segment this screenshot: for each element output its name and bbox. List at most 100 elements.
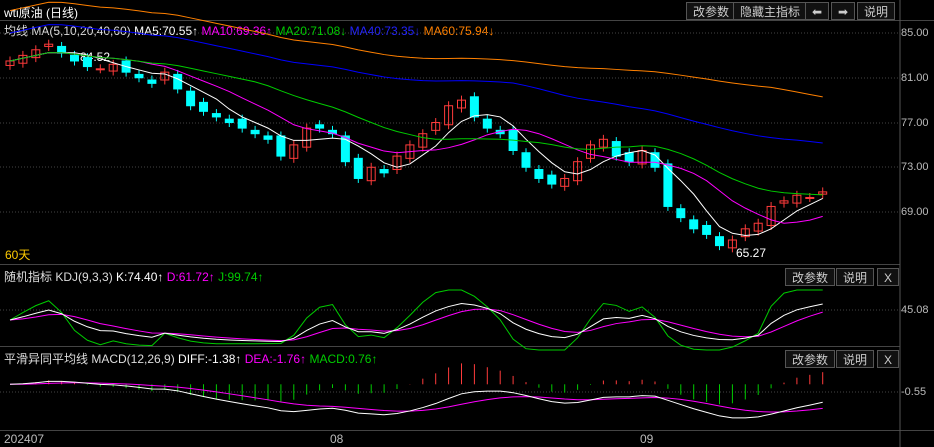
candle-body [702,224,712,235]
candle-body [276,135,286,157]
candle-body [82,57,92,68]
chart-title: wti原油 (日线) [4,6,78,20]
candle-body [379,169,389,174]
candle-body [31,49,41,59]
ma20-value: MA20:71.08↓ [275,24,347,38]
ma40-value: MA40:73.35↓ [349,24,421,38]
date-label: 202407 [4,432,45,446]
ma40-line [9,24,823,144]
candle-body [418,133,428,148]
ma20-line [9,52,823,196]
candle-body [224,118,234,124]
kdj-j: J:99.74↑ [218,270,264,284]
candle-body [237,118,247,129]
candle-body [624,152,634,163]
period-label: 60天 [5,248,31,262]
candle-body [353,157,363,179]
price-tick: 85.00 [901,27,929,39]
candle-body [818,191,828,195]
kdj-k-line [9,303,823,343]
candle-body [70,54,79,62]
kdj-d: D:61.72↑ [166,270,215,284]
candle-body [740,228,750,238]
candle-body [727,239,737,249]
kdj-params-button[interactable]: 改参数 [785,268,836,286]
candle-body [766,205,776,226]
candle-body [689,219,699,230]
ma60-value: MA60:75.94↓ [423,24,495,38]
candle-body [263,135,273,140]
candle-body [302,127,312,148]
macd-legend: 平滑异同平均线 MACD(12,26,9) DIFF:-1.38↑ DEA:-1… [4,350,377,367]
macd-help-button[interactable]: 说明 [836,350,875,368]
candle-body [676,208,686,219]
macd-params-button[interactable]: 改参数 [785,350,836,368]
macd-dea: DEA:-1.76↑ [244,352,307,366]
candle-body [663,163,673,207]
ma5-line [9,52,823,237]
candle-body [108,63,118,72]
candle-body [340,135,350,163]
price-tick: 69.00 [901,206,929,218]
candle-body [160,71,170,81]
kdj-close-button[interactable]: X [877,268,900,286]
ma10-line [9,52,823,224]
candle-body [457,99,466,109]
price-tick: 73.00 [901,161,929,173]
candle-body [611,141,621,157]
candle-body [289,144,299,159]
candle-body [211,113,221,118]
candle-body [598,138,608,148]
kdj-j-line [9,289,823,351]
candle-body [366,166,376,182]
macd-close-button[interactable]: X [877,350,900,368]
candle-body [779,200,789,204]
candle-body [753,222,763,232]
kdj-tick: 45.08 [901,304,929,316]
kdj-legend: 随机指标 KDJ(9,3,3) K:74.40↑ D:61.72↑ J:99.7… [4,268,264,285]
candle-body [250,129,260,135]
candle-body [521,152,531,168]
arrow-right-icon[interactable]: ➡ [831,2,856,20]
candle-body [573,161,583,182]
candle-body [431,122,441,131]
candle-body [57,45,67,54]
kdj-k: K:74.40↑ [116,270,164,284]
kdj-label: 随机指标 KDJ(9,3,3) [4,270,113,284]
candle-body [134,73,144,79]
kdj-help-button[interactable]: 说明 [836,268,875,286]
macd-diff: DIFF:-1.38↑ [178,352,242,366]
candle-body [95,68,105,71]
candle-body [173,73,183,90]
help-button[interactable]: 说明 [857,2,896,20]
candle-body [547,174,557,185]
candle-body [792,194,802,204]
macd-label: 平滑异同平均线 MACD(12,26,9) [4,352,175,366]
macd-tick: -0.55 [901,386,927,398]
candle-body [469,96,479,118]
arrow-left-icon[interactable]: ⬅ [805,2,830,20]
candle-body [534,169,544,179]
candle-body [560,177,570,187]
candle-body [650,152,660,168]
dea-line [9,382,823,413]
candle-body [44,43,54,47]
candle-body [392,155,402,171]
change-params-button[interactable]: 改参数 [686,2,737,20]
candle-body [586,144,595,159]
diff-line [9,380,823,419]
candle-body [444,105,454,126]
ma10-value: MA10:69.36↑ [201,24,273,38]
ma60-line [9,1,823,98]
macd-value: MACD:0.76↑ [309,352,378,366]
hide-main-indicator-button[interactable]: 隐藏主指标 [733,2,808,20]
candle-body [805,196,815,199]
candle-body [199,101,208,112]
candle-body [482,118,492,129]
candle-body [715,236,724,247]
candle-body [147,79,157,84]
candle-body [315,124,325,129]
price-tick: 81.00 [901,72,929,84]
candle-body [186,90,196,107]
